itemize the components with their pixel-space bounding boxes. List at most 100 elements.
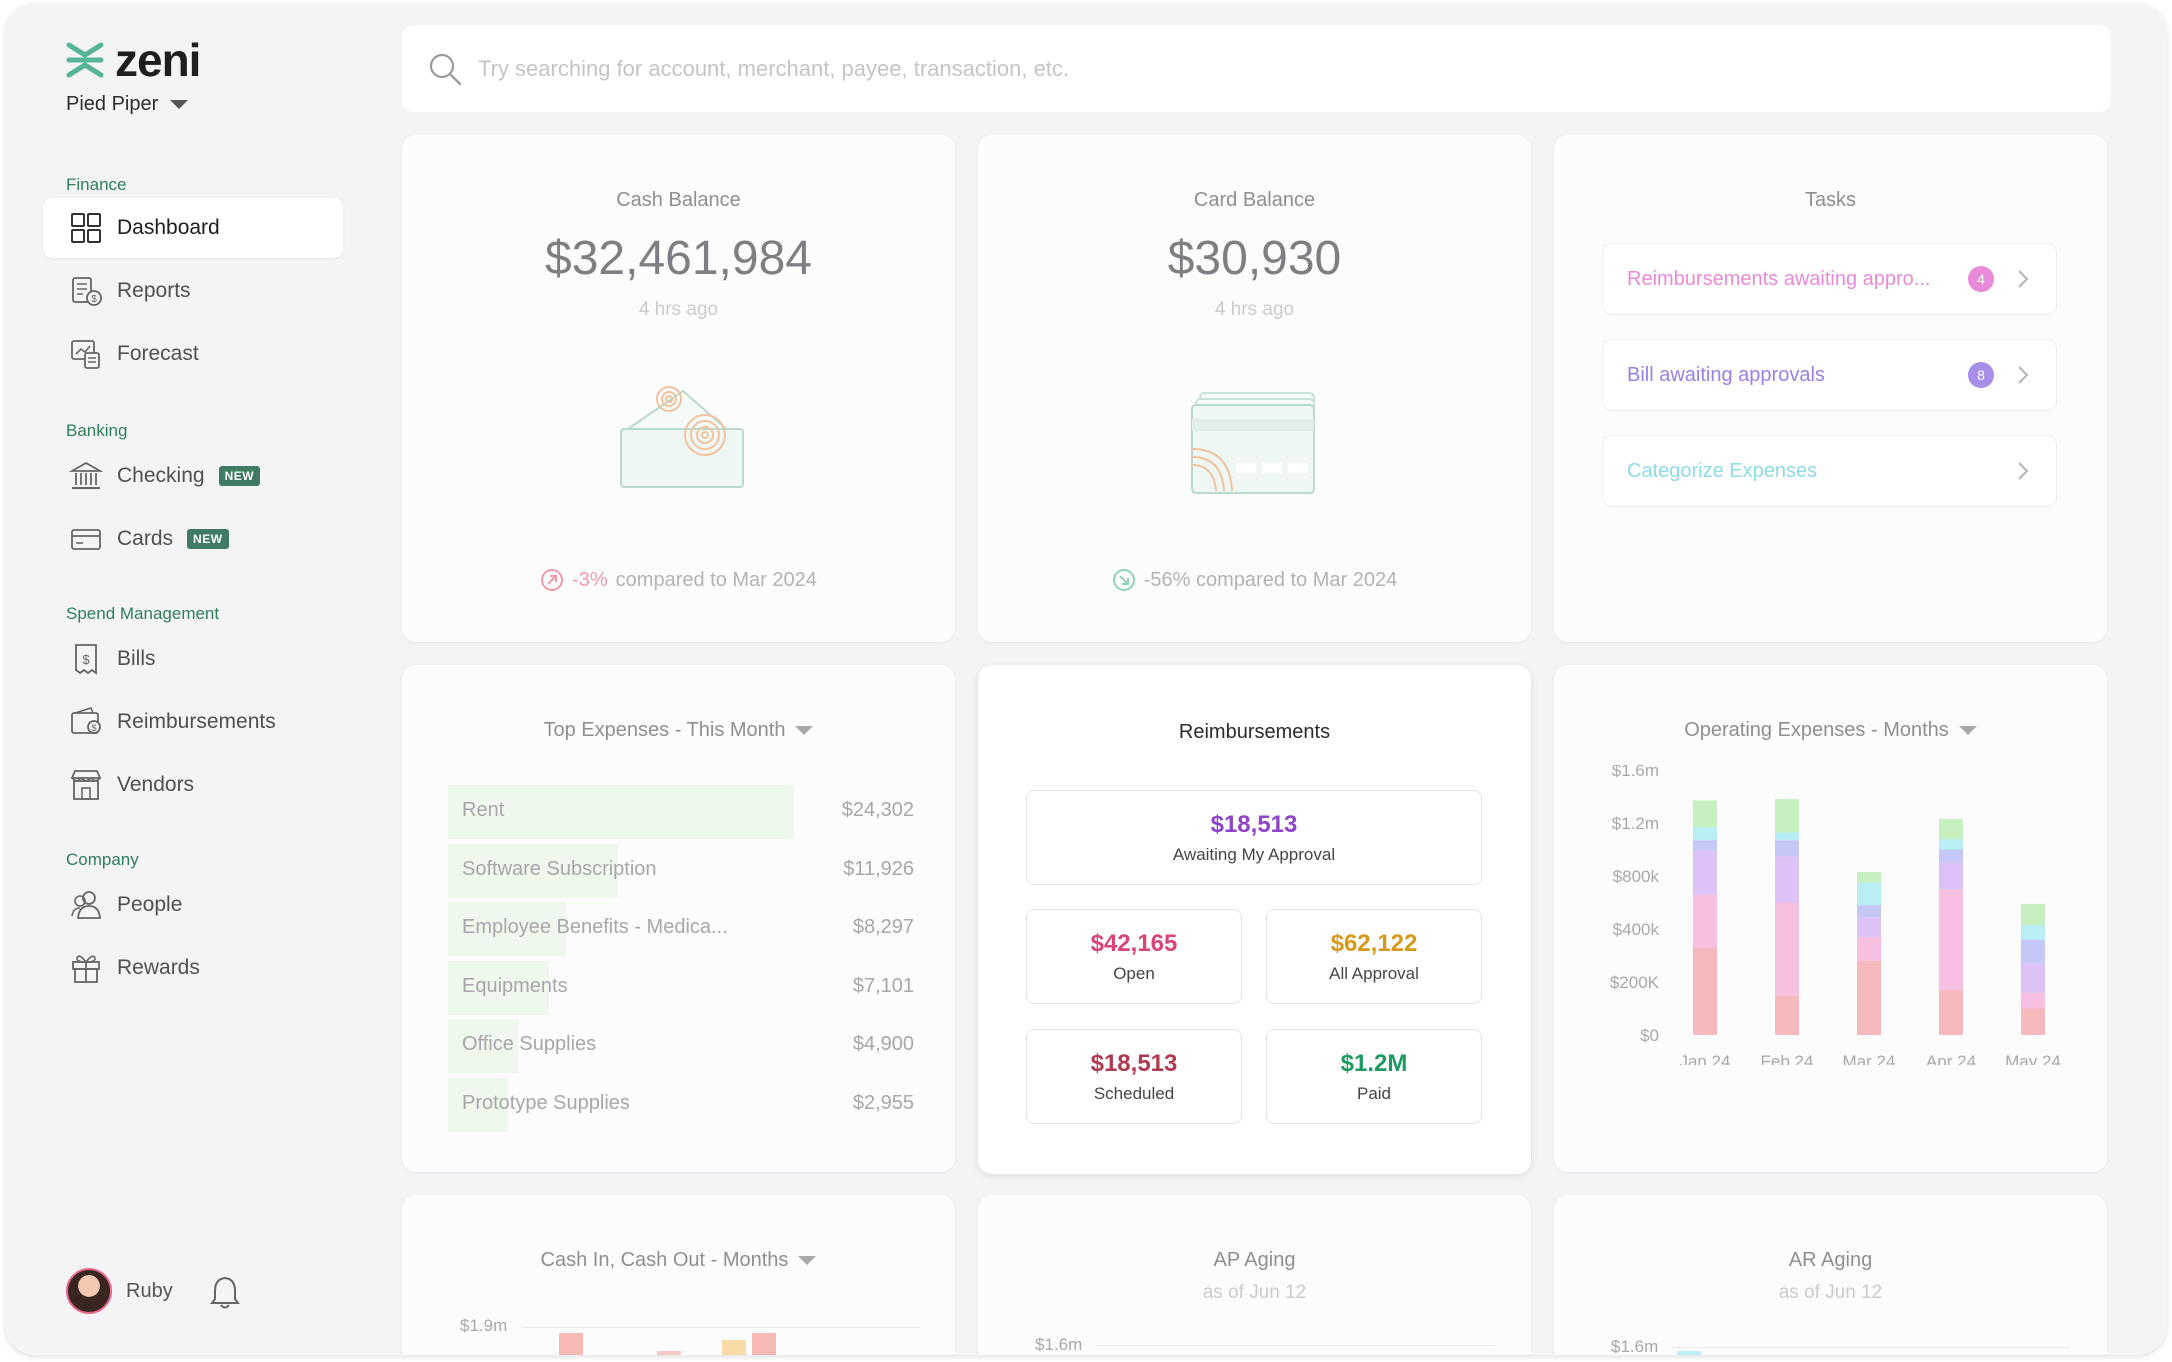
sidebar-item-label: Checking — [117, 464, 205, 487]
compare-text: -56% compared to Mar 2024 — [1143, 568, 1398, 591]
bar-segment[interactable] — [2021, 925, 2045, 940]
open-amount: $42,165 — [1090, 930, 1178, 957]
y-tick-label: $1.6m — [1611, 1337, 1659, 1355]
bar-segment[interactable] — [1775, 856, 1799, 903]
sidebar-item-reports[interactable]: $ Reports — [43, 261, 343, 321]
bar-segment[interactable] — [1939, 838, 1963, 850]
expense-bar — [448, 960, 549, 1015]
scheduled-tile[interactable]: $18,513 Scheduled — [1026, 1029, 1242, 1124]
bar-segment[interactable] — [1775, 799, 1799, 833]
sidebar-item-reimbursements[interactable]: $ Reimbursements — [43, 692, 343, 752]
card-balance-card[interactable]: Card Balance $30,930 4 hrs ago -56% comp… — [978, 135, 1531, 642]
awaiting-approval-amount: $18,513 — [1210, 811, 1298, 838]
sidebar-item-dashboard[interactable]: Dashboard — [43, 198, 343, 258]
bar-segment[interactable] — [1857, 882, 1881, 906]
bar-segment[interactable] — [1857, 960, 1881, 1035]
y-tick-label: $1.6m — [1035, 1335, 1083, 1354]
task-categorize-expenses[interactable]: Categorize Expenses — [1602, 435, 2057, 507]
scheduled-amount: $18,513 — [1090, 1050, 1178, 1077]
expense-label: Rent — [462, 799, 505, 821]
y-tick-label: $200K — [1610, 973, 1660, 992]
bar-segment[interactable] — [1775, 840, 1799, 857]
cash-compare: -3% compared to Mar 2024 — [402, 568, 955, 592]
bar-segment[interactable] — [1939, 862, 1963, 890]
bar-segment[interactable] — [2021, 992, 2045, 1009]
paid-amount: $1.2M — [1340, 1050, 1408, 1077]
bar-segment[interactable] — [1775, 832, 1799, 841]
task-label: Bill awaiting approvals — [1627, 363, 1825, 386]
expense-label: Equipments — [462, 974, 568, 997]
card-compare: -56% compared to Mar 2024 — [978, 568, 1531, 592]
sidebar-item-rewards[interactable]: Rewards — [43, 938, 343, 998]
sidebar-item-people[interactable]: People — [43, 875, 343, 935]
y-tick-label: $800k — [1613, 867, 1660, 886]
search-bar[interactable]: Try searching for account, merchant, pay… — [402, 25, 2111, 112]
expense-row[interactable]: Rent $24,302 — [448, 785, 914, 839]
bar-segment[interactable] — [1693, 947, 1717, 1035]
expense-row[interactable]: Office Supplies $4,900 — [448, 1019, 914, 1074]
bar-segment[interactable] — [1939, 819, 1963, 839]
expense-value: $2,955 — [852, 1092, 914, 1114]
bar-segment[interactable] — [1857, 905, 1881, 918]
sidebar-item-vendors[interactable]: Vendors — [43, 755, 343, 815]
sidebar-item-cards[interactable]: Cards NEW — [43, 509, 343, 569]
people-icon — [71, 891, 101, 919]
task-reimbursements-awaiting[interactable]: Reimbursements awaiting appro... 4 — [1602, 243, 2057, 315]
cash-in-out-dropdown[interactable]: Cash In, Cash Out - Months — [402, 1249, 955, 1272]
expense-row[interactable]: Prototype Supplies $2,955 — [448, 1078, 914, 1132]
bar-segment[interactable] — [1693, 840, 1717, 851]
zeni-logo-icon — [66, 42, 104, 78]
bar-segment[interactable] — [1939, 849, 1963, 863]
paid-tile[interactable]: $1.2M Paid — [1266, 1029, 1482, 1124]
bar-segment[interactable] — [2021, 963, 2045, 993]
card-title: Reimbursements — [1178, 721, 1331, 743]
awaiting-approval-tile[interactable]: $18,513 Awaiting My Approval — [1026, 790, 1482, 885]
expense-bar — [448, 1019, 518, 1074]
task-bill-approvals[interactable]: Bill awaiting approvals 8 — [1602, 339, 2057, 411]
bar-segment[interactable] — [1693, 850, 1717, 895]
x-tick-label: Jan 24 — [1679, 1052, 1730, 1065]
caret-down-icon — [798, 1256, 817, 1266]
bar-segment[interactable] — [2021, 903, 2045, 926]
top-expenses-dropdown[interactable]: Top Expenses - This Month — [402, 719, 955, 742]
bar-segment[interactable] — [1693, 894, 1717, 948]
bar-segment[interactable] — [2021, 939, 2045, 964]
org-switcher[interactable]: Pied Piper — [66, 93, 189, 116]
bar-segment[interactable] — [1939, 989, 1963, 1035]
gridline — [1672, 1347, 2070, 1348]
card-title: Cash Balance — [616, 189, 741, 211]
card-subtitle: as of Jun 12 — [1202, 1282, 1307, 1303]
bar-segment[interactable] — [1857, 872, 1881, 883]
sidebar-item-forecast[interactable]: Forecast — [43, 324, 343, 384]
bar-segment[interactable] — [1775, 995, 1799, 1035]
expense-row[interactable]: Equipments $7,101 — [448, 960, 914, 1015]
bar-segment[interactable] — [1693, 800, 1717, 827]
sidebar-item-label: Vendors — [117, 773, 195, 796]
task-label: Categorize Expenses — [1627, 459, 1818, 482]
bell-icon[interactable] — [209, 1275, 241, 1309]
bar-segment[interactable] — [1857, 917, 1881, 937]
expense-value: $24,302 — [841, 799, 914, 821]
search-input[interactable]: Try searching for account, merchant, pay… — [478, 55, 1070, 81]
zeni-logo[interactable]: zeni — [65, 33, 201, 87]
x-tick-label: Apr 24 — [1926, 1052, 1976, 1065]
cash-balance-card[interactable]: Cash Balance $32,461,984 4 hrs ago -3% c… — [402, 135, 955, 642]
operating-expenses-dropdown[interactable]: Operating Expenses - Months — [1554, 719, 2107, 742]
open-label: Open — [1113, 964, 1155, 983]
sidebar: zeni Pied Piper Finance Dashboard $ Repo… — [5, 3, 375, 1355]
open-tile[interactable]: $42,165 Open — [1026, 909, 1242, 1004]
svg-text:$: $ — [91, 723, 96, 733]
user-menu[interactable]: Ruby — [66, 1268, 173, 1314]
all-approval-tile[interactable]: $62,122 All Approval — [1266, 909, 1482, 1004]
expense-row[interactable]: Employee Benefits - Medica... $8,297 — [448, 902, 914, 957]
card-title: Tasks — [1804, 189, 1857, 211]
sidebar-item-bills[interactable]: $ Bills — [43, 629, 343, 689]
bar-segment[interactable] — [1857, 936, 1881, 961]
sidebar-item-checking[interactable]: Checking NEW — [43, 446, 343, 506]
task-count-badge: 4 — [1968, 266, 1994, 292]
bar-segment[interactable] — [1939, 889, 1963, 990]
bar-segment[interactable] — [1775, 902, 1799, 996]
bar-segment[interactable] — [2021, 1008, 2045, 1036]
expense-row[interactable]: Software Subscription $11,926 — [448, 843, 914, 898]
bar-segment[interactable] — [1693, 826, 1717, 841]
